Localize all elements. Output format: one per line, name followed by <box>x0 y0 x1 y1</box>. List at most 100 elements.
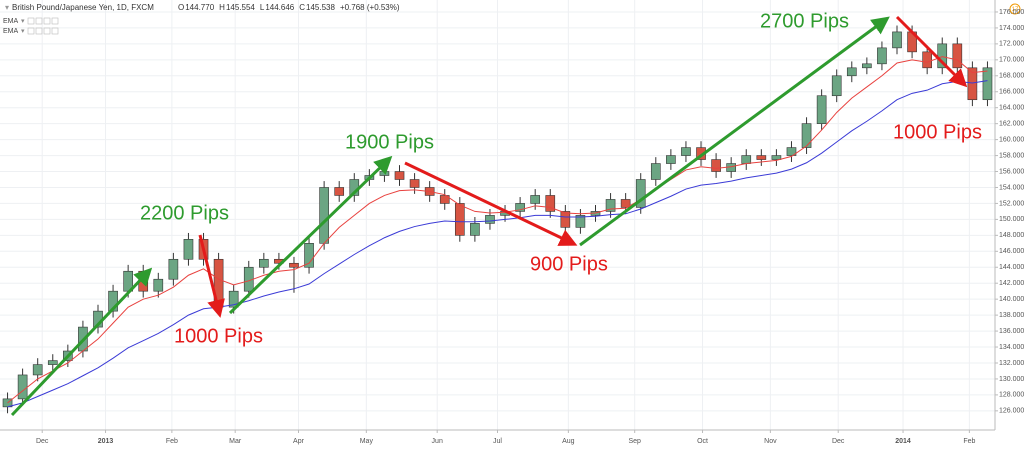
candle-body <box>289 262 299 268</box>
y-tick-label: 152.000 <box>999 200 1024 207</box>
x-tick-label: Jun <box>432 438 443 445</box>
arrow <box>579 16 890 247</box>
y-tick-label: 160.000 <box>999 136 1024 143</box>
legend-label: EMA <box>3 28 19 35</box>
quote-key: L <box>260 3 265 12</box>
y-tick-label: 150.000 <box>999 216 1024 223</box>
candle-body <box>605 199 616 212</box>
quote: O 144.770 H 145.554 L 144.646 C 145.538 +0.768 (… <box>178 3 400 12</box>
y-tick-label: 162.000 <box>999 120 1024 127</box>
x-tick-label: May <box>360 438 374 445</box>
candle-body <box>334 187 345 196</box>
y-tick-label: 144.000 <box>999 264 1024 271</box>
legend: EMA ▾EMA ▾ <box>3 17 59 35</box>
annotation: 900 Pips <box>530 253 608 275</box>
y-tick-label: 148.000 <box>999 232 1024 239</box>
y-tick-label: 126.000 <box>999 408 1024 415</box>
candle-body <box>485 215 495 224</box>
ema-line <box>7 56 988 404</box>
candle-body <box>650 163 661 180</box>
legend-button <box>35 27 43 35</box>
arrow <box>895 15 968 88</box>
candle-body <box>439 195 450 204</box>
x-tick-label: Aug <box>562 438 575 445</box>
candle-body <box>681 147 691 156</box>
candle-body <box>183 239 194 260</box>
candle-body <box>560 211 571 228</box>
candle-body <box>831 75 842 97</box>
candle-body <box>741 155 752 164</box>
arrow <box>10 267 153 417</box>
x-tick-label: Dec <box>832 438 845 445</box>
x-tick-label: Oct <box>697 438 708 445</box>
candle-body <box>319 187 329 244</box>
legend-button <box>27 27 35 35</box>
quote-key: H <box>219 3 225 12</box>
y-tick-label: 128.000 <box>999 392 1024 399</box>
quote-key: C <box>299 3 305 12</box>
candle-body <box>379 171 390 176</box>
candle-body <box>952 43 963 69</box>
y-tick-label: 168.000 <box>999 73 1024 80</box>
grid <box>0 0 995 430</box>
y-tick-label: 134.000 <box>999 344 1024 351</box>
candle-body <box>409 179 420 188</box>
x-tick-label: Mar <box>229 438 242 445</box>
y-tick-label: 164.000 <box>999 105 1024 112</box>
y-tick-label: 176.000 <box>999 9 1024 16</box>
candle-body <box>771 155 782 160</box>
candle-body <box>32 364 43 376</box>
symbol: British Pound/Japanese Yen, 1D, FXCM <box>12 3 154 12</box>
quote-change: +0.768 (+0.53%) <box>340 3 400 12</box>
legend-label: EMA <box>3 18 19 25</box>
y-tick-label: 140.000 <box>999 296 1024 303</box>
candle-body <box>394 171 405 180</box>
candle-body <box>786 147 797 156</box>
candle-body <box>530 195 541 204</box>
legend-caret: ▾ <box>21 18 25 25</box>
candle-body <box>862 63 872 69</box>
candle-body <box>620 199 631 208</box>
candle-body <box>816 95 827 124</box>
candle-body <box>470 223 480 236</box>
legend-button <box>43 17 51 25</box>
candle-body <box>259 258 269 268</box>
y-tick-label: 174.000 <box>999 25 1024 32</box>
arrow <box>228 155 393 315</box>
x-tick-label: Sep <box>628 438 641 445</box>
badge-icon <box>1009 3 1021 15</box>
plot <box>2 25 993 414</box>
y-tick-label: 172.000 <box>999 41 1024 48</box>
ema-line <box>7 80 988 408</box>
x-tick-label: Jul <box>493 438 502 445</box>
candle-body <box>967 67 978 101</box>
candle-body <box>801 123 812 148</box>
candle-body <box>635 179 646 208</box>
candle-body <box>108 290 118 312</box>
candle-body <box>168 258 179 280</box>
x-tick-label: Dec <box>36 438 49 445</box>
candle-body <box>711 159 721 172</box>
x-tick-label: Apr <box>293 438 305 445</box>
annotations <box>10 15 968 417</box>
candle-body <box>454 203 465 236</box>
candle-body <box>877 47 887 65</box>
y-tick-label: 146.000 <box>999 248 1024 255</box>
legend-button <box>51 27 59 35</box>
legend-caret: ▾ <box>21 28 25 35</box>
y-tick-label: 170.000 <box>999 57 1024 64</box>
candle-body <box>47 360 58 365</box>
y-tick-label: 130.000 <box>999 376 1024 383</box>
y-tick-label: 166.000 <box>999 89 1024 96</box>
candle-body <box>17 374 28 400</box>
quote-value: 145.554 <box>226 3 255 12</box>
x-tick-label: Feb <box>166 438 178 445</box>
quote-value: 144.646 <box>265 3 294 12</box>
annotation: 2200 Pips <box>140 202 229 224</box>
arrow <box>404 161 578 246</box>
badge: 17 <box>1012 7 1019 13</box>
candle-body <box>666 155 676 164</box>
candle-body <box>756 155 767 160</box>
annotation: 2700 Pips <box>760 10 849 32</box>
